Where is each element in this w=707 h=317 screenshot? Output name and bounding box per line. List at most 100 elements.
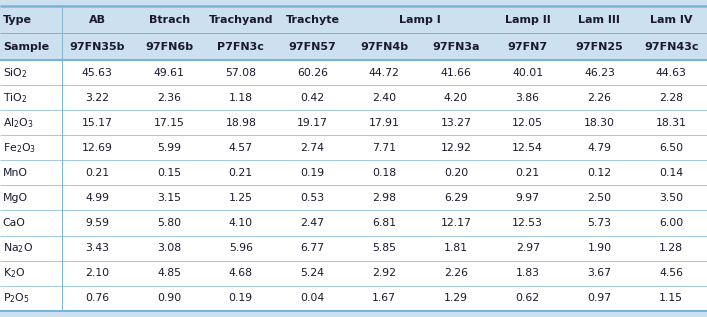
Text: Lamp I: Lamp I xyxy=(399,15,441,25)
Text: Btrach: Btrach xyxy=(148,15,189,25)
Text: 5.96: 5.96 xyxy=(229,243,253,253)
Text: Type: Type xyxy=(3,15,32,25)
Text: AB: AB xyxy=(89,15,106,25)
Text: 1.67: 1.67 xyxy=(373,293,396,303)
Text: 2.50: 2.50 xyxy=(588,193,612,203)
Text: 3.08: 3.08 xyxy=(157,243,181,253)
Text: 2.28: 2.28 xyxy=(659,93,683,103)
Text: 18.31: 18.31 xyxy=(655,118,686,128)
Text: 0.21: 0.21 xyxy=(86,168,110,178)
Text: K$_2$O: K$_2$O xyxy=(3,266,25,280)
Text: 97FN6b: 97FN6b xyxy=(145,42,193,52)
Text: 2.74: 2.74 xyxy=(300,143,325,153)
Bar xyxy=(0,6,707,33)
Text: 4.10: 4.10 xyxy=(229,218,253,228)
Text: 4.85: 4.85 xyxy=(157,268,181,278)
Bar xyxy=(0,135,707,160)
Text: 0.90: 0.90 xyxy=(157,293,181,303)
Text: 4.56: 4.56 xyxy=(659,268,683,278)
Text: 97FN25: 97FN25 xyxy=(575,42,624,52)
Text: 17.91: 17.91 xyxy=(369,118,399,128)
Text: 97FN57: 97FN57 xyxy=(288,42,337,52)
Text: 97FN3a: 97FN3a xyxy=(432,42,480,52)
Text: Fe$_2$O$_3$: Fe$_2$O$_3$ xyxy=(3,141,36,155)
Text: 49.61: 49.61 xyxy=(153,68,185,78)
Text: 4.20: 4.20 xyxy=(444,93,468,103)
Bar xyxy=(0,85,707,110)
Text: 6.29: 6.29 xyxy=(444,193,468,203)
Text: 0.21: 0.21 xyxy=(515,168,539,178)
Text: 4.99: 4.99 xyxy=(86,193,110,203)
Text: 12.53: 12.53 xyxy=(513,218,543,228)
Text: 0.18: 0.18 xyxy=(372,168,397,178)
Text: 0.12: 0.12 xyxy=(588,168,612,178)
Text: 2.10: 2.10 xyxy=(86,268,110,278)
Text: 2.26: 2.26 xyxy=(588,93,612,103)
Text: 19.17: 19.17 xyxy=(297,118,328,128)
Text: SiO$_2$: SiO$_2$ xyxy=(3,66,28,80)
Text: 5.73: 5.73 xyxy=(588,218,612,228)
Text: 0.15: 0.15 xyxy=(157,168,181,178)
Bar xyxy=(0,110,707,135)
Text: 57.08: 57.08 xyxy=(226,68,257,78)
Bar xyxy=(0,236,707,261)
Text: 18.98: 18.98 xyxy=(226,118,256,128)
Text: Lam III: Lam III xyxy=(578,15,620,25)
Text: 0.21: 0.21 xyxy=(229,168,253,178)
Text: MnO: MnO xyxy=(3,168,28,178)
Text: 12.54: 12.54 xyxy=(513,143,543,153)
Text: 1.83: 1.83 xyxy=(515,268,539,278)
Text: 2.26: 2.26 xyxy=(444,268,468,278)
Text: Trachyte: Trachyte xyxy=(286,15,339,25)
Text: 3.67: 3.67 xyxy=(588,268,612,278)
Bar xyxy=(0,60,707,85)
Text: 0.62: 0.62 xyxy=(515,293,539,303)
Text: 44.63: 44.63 xyxy=(655,68,686,78)
Bar xyxy=(0,286,707,311)
Text: 0.14: 0.14 xyxy=(659,168,683,178)
Text: Trachyand: Trachyand xyxy=(209,15,273,25)
Text: 2.47: 2.47 xyxy=(300,218,325,228)
Bar xyxy=(0,210,707,236)
Text: 41.66: 41.66 xyxy=(440,68,472,78)
Text: 2.40: 2.40 xyxy=(372,93,397,103)
Text: 1.15: 1.15 xyxy=(659,293,683,303)
Text: 9.97: 9.97 xyxy=(515,193,539,203)
Text: 12.17: 12.17 xyxy=(440,218,472,228)
Text: 1.18: 1.18 xyxy=(229,93,253,103)
Text: 7.71: 7.71 xyxy=(373,143,396,153)
Text: 9.59: 9.59 xyxy=(86,218,110,228)
Text: P$_2$O$_5$: P$_2$O$_5$ xyxy=(3,291,30,305)
Bar xyxy=(0,261,707,286)
Text: 17.15: 17.15 xyxy=(153,118,185,128)
Text: 0.76: 0.76 xyxy=(86,293,110,303)
Text: 1.81: 1.81 xyxy=(444,243,468,253)
Text: 0.04: 0.04 xyxy=(300,293,325,303)
Text: 97FN7: 97FN7 xyxy=(508,42,548,52)
Text: 2.36: 2.36 xyxy=(157,93,181,103)
Text: 60.26: 60.26 xyxy=(297,68,328,78)
Text: 3.43: 3.43 xyxy=(86,243,110,253)
Text: 12.05: 12.05 xyxy=(512,118,543,128)
Text: 3.50: 3.50 xyxy=(659,193,683,203)
Text: 44.72: 44.72 xyxy=(369,68,399,78)
Text: 4.57: 4.57 xyxy=(229,143,253,153)
Text: 2.97: 2.97 xyxy=(515,243,539,253)
Text: 1.90: 1.90 xyxy=(588,243,612,253)
Text: MgO: MgO xyxy=(3,193,28,203)
Text: 5.80: 5.80 xyxy=(157,218,181,228)
Text: 1.25: 1.25 xyxy=(229,193,253,203)
Text: 0.42: 0.42 xyxy=(300,93,325,103)
Text: Sample: Sample xyxy=(3,42,49,52)
Text: 4.68: 4.68 xyxy=(229,268,253,278)
Text: 46.23: 46.23 xyxy=(584,68,615,78)
Text: Na$_2$O: Na$_2$O xyxy=(3,241,33,255)
Bar xyxy=(0,185,707,210)
Text: 0.20: 0.20 xyxy=(444,168,468,178)
Text: 12.69: 12.69 xyxy=(82,143,113,153)
Text: 12.92: 12.92 xyxy=(440,143,472,153)
Text: 5.85: 5.85 xyxy=(373,243,396,253)
Text: 45.63: 45.63 xyxy=(82,68,113,78)
Text: Al$_2$O$_3$: Al$_2$O$_3$ xyxy=(3,116,33,130)
Text: 0.19: 0.19 xyxy=(229,293,253,303)
